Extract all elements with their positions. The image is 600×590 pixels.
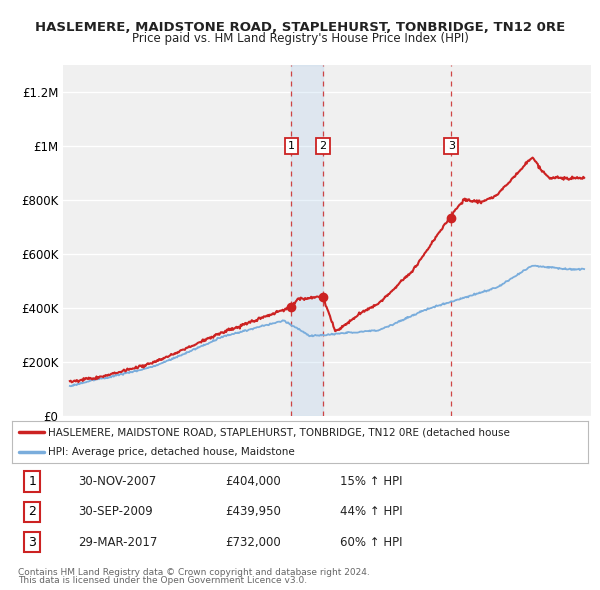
Text: 60% ↑ HPI: 60% ↑ HPI	[340, 536, 403, 549]
Text: 3: 3	[448, 141, 455, 151]
Text: 29-MAR-2017: 29-MAR-2017	[78, 536, 158, 549]
Text: HASLEMERE, MAIDSTONE ROAD, STAPLEHURST, TONBRIDGE, TN12 0RE: HASLEMERE, MAIDSTONE ROAD, STAPLEHURST, …	[35, 21, 565, 34]
Text: 15% ↑ HPI: 15% ↑ HPI	[340, 475, 403, 488]
Text: This data is licensed under the Open Government Licence v3.0.: This data is licensed under the Open Gov…	[18, 576, 307, 585]
Text: £732,000: £732,000	[225, 536, 281, 549]
Text: £439,950: £439,950	[225, 505, 281, 519]
Text: 2: 2	[28, 505, 36, 519]
Text: Price paid vs. HM Land Registry's House Price Index (HPI): Price paid vs. HM Land Registry's House …	[131, 32, 469, 45]
Text: HPI: Average price, detached house, Maidstone: HPI: Average price, detached house, Maid…	[48, 447, 295, 457]
Bar	[292, 65, 323, 416]
Text: 1: 1	[28, 475, 36, 488]
Text: 2: 2	[319, 141, 326, 151]
Text: £404,000: £404,000	[225, 475, 281, 488]
Text: 3: 3	[28, 536, 36, 549]
Text: 44% ↑ HPI: 44% ↑ HPI	[340, 505, 403, 519]
Text: Contains HM Land Registry data © Crown copyright and database right 2024.: Contains HM Land Registry data © Crown c…	[18, 568, 370, 576]
Text: 30-SEP-2009: 30-SEP-2009	[78, 505, 153, 519]
Text: 1: 1	[288, 141, 295, 151]
Text: 30-NOV-2007: 30-NOV-2007	[78, 475, 157, 488]
Text: HASLEMERE, MAIDSTONE ROAD, STAPLEHURST, TONBRIDGE, TN12 0RE (detached house: HASLEMERE, MAIDSTONE ROAD, STAPLEHURST, …	[48, 427, 510, 437]
